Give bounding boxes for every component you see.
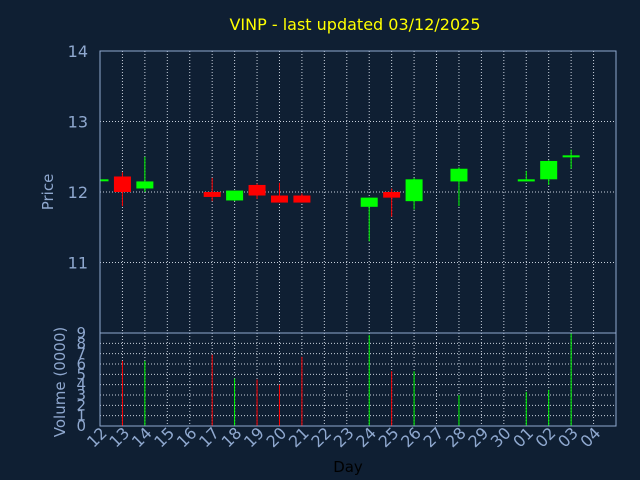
volume-axis-label: Volume (0000): [51, 327, 69, 437]
volume-tick-label: 5: [76, 365, 86, 383]
candle-body: [136, 181, 154, 189]
volume-tick-label: 0: [76, 417, 86, 435]
volume-tick-label: 2: [76, 396, 86, 414]
candle-body: [562, 155, 580, 158]
price-tick-label: 13: [68, 113, 88, 132]
volume-tick-label: 4: [76, 376, 86, 394]
candle-body: [113, 176, 131, 192]
price-tick-labels: 11 12 13 14: [68, 42, 88, 273]
candle-body: [383, 192, 401, 198]
candle-body: [450, 168, 468, 182]
candle-body: [405, 179, 423, 202]
candle-body: [203, 192, 221, 197]
candle-body: [100, 179, 109, 182]
volume-tick-label: 3: [76, 386, 86, 404]
price-tick-label: 14: [68, 42, 88, 61]
volume-plot-frame: [99, 332, 617, 427]
candle-body: [248, 184, 266, 196]
price-tick-label: 11: [68, 254, 88, 273]
price-tick-label: 12: [68, 183, 88, 202]
candle-body: [540, 160, 558, 180]
chart-title: VINP - last updated 03/12/2025: [229, 15, 480, 34]
volume-gridlines: [100, 332, 616, 427]
volume-tick-label: 6: [76, 355, 86, 373]
candle-body: [226, 190, 244, 201]
candle-body: [360, 197, 378, 207]
price-axis-label: Price: [39, 174, 57, 211]
volume-tick-label: 9: [76, 324, 86, 342]
candle-body: [517, 179, 535, 182]
x-axis-label: Day: [333, 458, 363, 476]
volume-tick-label: 1: [76, 407, 86, 425]
x-tick-labels: 1213141516171819202122232425262728293001…: [83, 423, 604, 451]
price-candles: [99, 149, 580, 242]
volume-tick-label: 7: [76, 345, 86, 363]
candle-body: [293, 195, 311, 203]
candle-body: [270, 195, 288, 203]
volume-bars: [121, 333, 572, 426]
volume-tick-label: 8: [76, 334, 86, 352]
